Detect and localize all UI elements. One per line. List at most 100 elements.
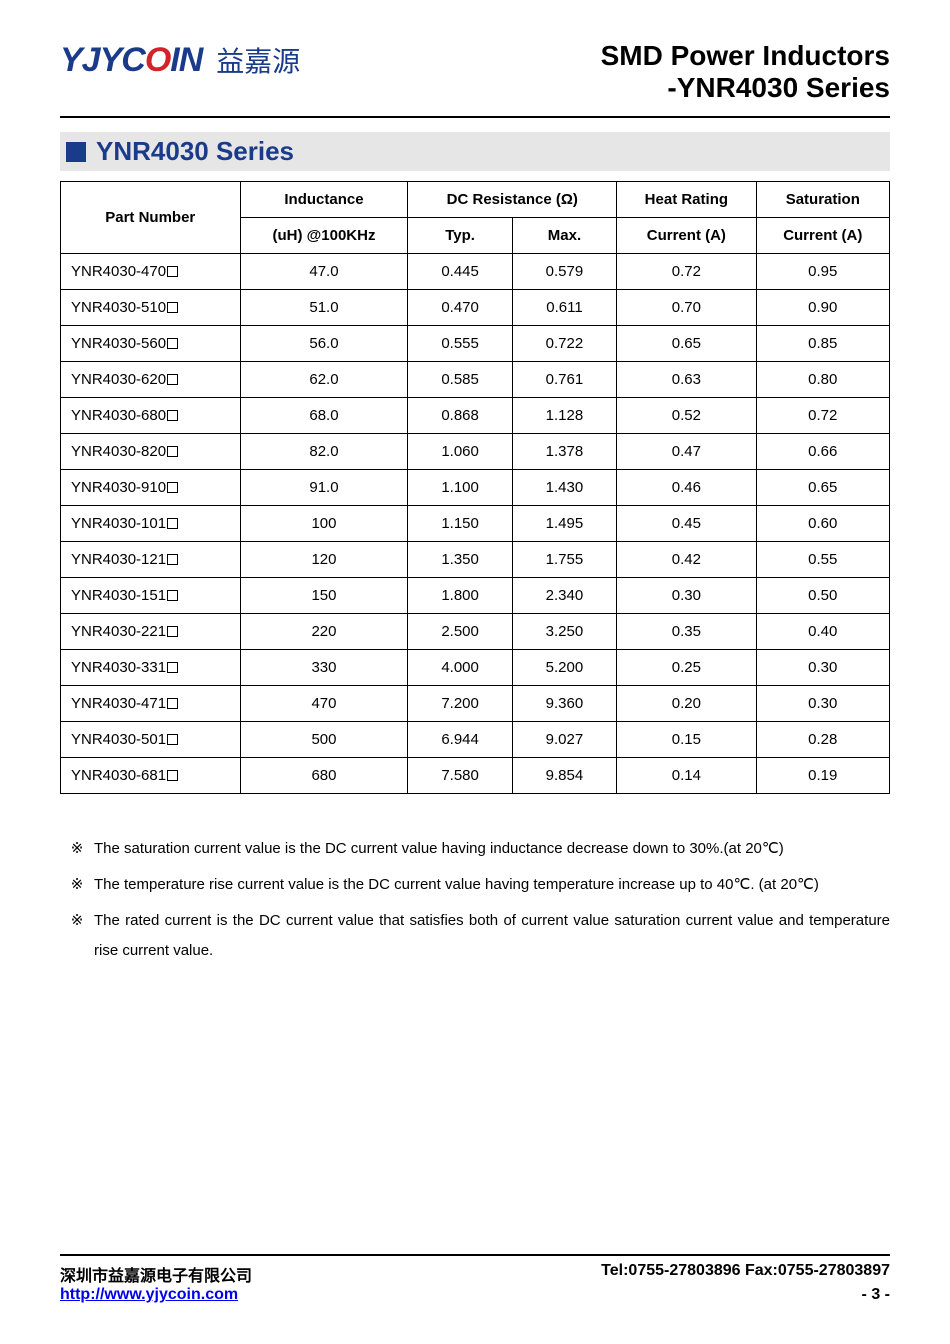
- col-heat-top: Heat Rating: [617, 182, 756, 218]
- cell-sat: 0.30: [756, 686, 889, 722]
- checkbox-icon: [167, 446, 178, 457]
- note-text: The temperature rise current value is th…: [94, 870, 890, 900]
- footer-tel-fax: Tel:0755-27803896 Fax:0755-27803897: [601, 1262, 890, 1286]
- note-marker: ※: [60, 834, 94, 864]
- cell-sat: 0.85: [756, 326, 889, 362]
- cell-part-number: YNR4030-680: [61, 398, 241, 434]
- cell-max: 9.854: [512, 758, 616, 794]
- cell-part-number: YNR4030-560: [61, 326, 241, 362]
- cell-l: 500: [240, 722, 408, 758]
- table-row: YNR4030-1511501.8002.3400.300.50: [61, 578, 890, 614]
- cell-heat: 0.30: [617, 578, 756, 614]
- cell-max: 0.761: [512, 362, 616, 398]
- checkbox-icon: [167, 302, 178, 313]
- cell-heat: 0.20: [617, 686, 756, 722]
- cell-max: 0.611: [512, 290, 616, 326]
- cell-sat: 0.72: [756, 398, 889, 434]
- cell-heat: 0.25: [617, 650, 756, 686]
- cell-l: 47.0: [240, 254, 408, 290]
- cell-typ: 0.585: [408, 362, 512, 398]
- cell-typ: 0.555: [408, 326, 512, 362]
- cell-heat: 0.14: [617, 758, 756, 794]
- checkbox-icon: [167, 734, 178, 745]
- cell-max: 1.430: [512, 470, 616, 506]
- table-row: YNR4030-91091.01.1001.4300.460.65: [61, 470, 890, 506]
- checkbox-icon: [167, 662, 178, 673]
- logo-chinese: 益嘉源: [216, 40, 300, 80]
- cell-part-number: YNR4030-470: [61, 254, 241, 290]
- cell-sat: 0.60: [756, 506, 889, 542]
- checkbox-icon: [167, 482, 178, 493]
- cell-l: 51.0: [240, 290, 408, 326]
- cell-max: 0.579: [512, 254, 616, 290]
- cell-typ: 7.200: [408, 686, 512, 722]
- table-row: YNR4030-56056.00.5550.7220.650.85: [61, 326, 890, 362]
- cell-typ: 1.150: [408, 506, 512, 542]
- cell-part-number: YNR4030-101: [61, 506, 241, 542]
- table-row: YNR4030-47047.00.4450.5790.720.95: [61, 254, 890, 290]
- note-item: ※The temperature rise current value is t…: [60, 870, 890, 900]
- cell-typ: 7.580: [408, 758, 512, 794]
- cell-typ: 0.445: [408, 254, 512, 290]
- checkbox-icon: [167, 626, 178, 637]
- table-row: YNR4030-68068.00.8681.1280.520.72: [61, 398, 890, 434]
- cell-part-number: YNR4030-620: [61, 362, 241, 398]
- cell-typ: 1.060: [408, 434, 512, 470]
- footer-company: 深圳市益嘉源电子有限公司: [60, 1262, 252, 1286]
- logo: YJYCOIN 益嘉源: [60, 40, 300, 80]
- title-block: SMD Power Inductors -YNR4030 Series: [601, 40, 890, 104]
- cell-part-number: YNR4030-510: [61, 290, 241, 326]
- cell-l: 100: [240, 506, 408, 542]
- cell-sat: 0.66: [756, 434, 889, 470]
- checkbox-icon: [167, 554, 178, 565]
- cell-part-number: YNR4030-501: [61, 722, 241, 758]
- cell-part-number: YNR4030-221: [61, 614, 241, 650]
- col-sat-top: Saturation: [756, 182, 889, 218]
- cell-l: 62.0: [240, 362, 408, 398]
- logo-part-1: YJYC: [60, 41, 145, 79]
- cell-max: 1.755: [512, 542, 616, 578]
- col-heat-bot: Current (A): [617, 218, 756, 254]
- checkbox-icon: [167, 590, 178, 601]
- cell-typ: 0.868: [408, 398, 512, 434]
- logo-part-3: IN: [170, 41, 202, 79]
- cell-sat: 0.95: [756, 254, 889, 290]
- col-dcr-typ: Typ.: [408, 218, 512, 254]
- checkbox-icon: [167, 698, 178, 709]
- table-row: YNR4030-1011001.1501.4950.450.60: [61, 506, 890, 542]
- cell-heat: 0.15: [617, 722, 756, 758]
- cell-part-number: YNR4030-121: [61, 542, 241, 578]
- cell-heat: 0.52: [617, 398, 756, 434]
- cell-typ: 6.944: [408, 722, 512, 758]
- cell-l: 220: [240, 614, 408, 650]
- cell-heat: 0.42: [617, 542, 756, 578]
- cell-max: 1.495: [512, 506, 616, 542]
- cell-l: 68.0: [240, 398, 408, 434]
- col-inductance-top: Inductance: [240, 182, 408, 218]
- cell-heat: 0.47: [617, 434, 756, 470]
- page-footer: 深圳市益嘉源电子有限公司 Tel:0755-27803896 Fax:0755-…: [60, 1254, 890, 1304]
- cell-l: 120: [240, 542, 408, 578]
- note-text: The rated current is the DC current valu…: [94, 906, 890, 966]
- cell-l: 150: [240, 578, 408, 614]
- cell-max: 9.360: [512, 686, 616, 722]
- page-header: YJYCOIN 益嘉源 SMD Power Inductors -YNR4030…: [60, 40, 890, 118]
- cell-part-number: YNR4030-151: [61, 578, 241, 614]
- cell-sat: 0.65: [756, 470, 889, 506]
- spec-table: Part Number Inductance DC Resistance (Ω)…: [60, 181, 890, 794]
- note-marker: ※: [60, 870, 94, 900]
- cell-sat: 0.40: [756, 614, 889, 650]
- checkbox-icon: [167, 338, 178, 349]
- cell-sat: 0.50: [756, 578, 889, 614]
- notes-section: ※The saturation current value is the DC …: [60, 834, 890, 966]
- col-inductance-bot: (uH) @100KHz: [240, 218, 408, 254]
- footer-url-link[interactable]: http://www.yjycoin.com: [60, 1286, 238, 1304]
- cell-l: 680: [240, 758, 408, 794]
- table-row: YNR4030-6816807.5809.8540.140.19: [61, 758, 890, 794]
- title-line-1: SMD Power Inductors: [601, 40, 890, 72]
- checkbox-icon: [167, 410, 178, 421]
- cell-max: 2.340: [512, 578, 616, 614]
- cell-l: 330: [240, 650, 408, 686]
- section-title: YNR4030 Series: [96, 136, 294, 167]
- cell-typ: 2.500: [408, 614, 512, 650]
